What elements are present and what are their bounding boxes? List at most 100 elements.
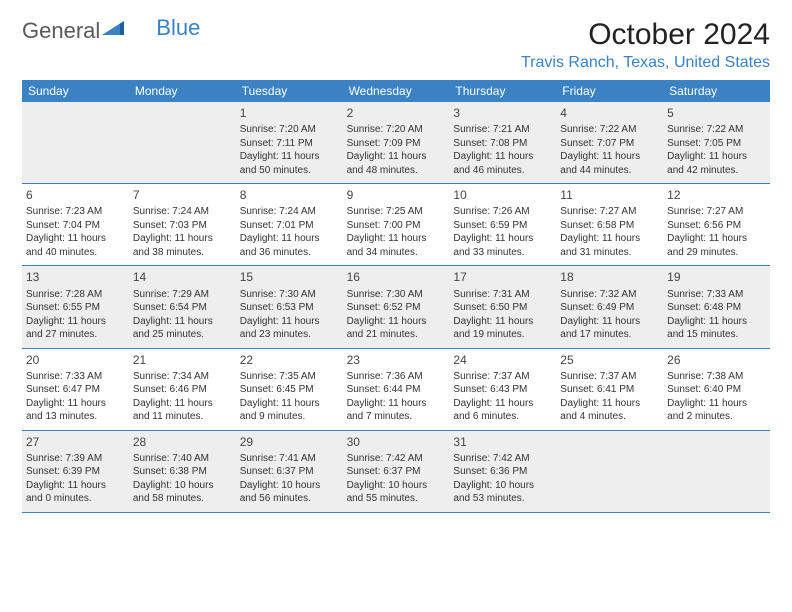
sunset-line: Sunset: 7:04 PM (26, 219, 125, 233)
day-cell: 30Sunrise: 7:42 AMSunset: 6:37 PMDayligh… (343, 431, 450, 512)
daylight-line: Daylight: 11 hours (347, 397, 446, 411)
daylight-line: and 42 minutes. (667, 164, 766, 178)
daylight-line: Daylight: 11 hours (667, 150, 766, 164)
daylight-line: and 33 minutes. (453, 246, 552, 260)
day-cell: 10 Sunrise: 7:26 AMSunset: 6:59 PMDayligh… (449, 184, 556, 265)
day-cell: 2Sunrise: 7:20 AMSunset: 7:09 PMDaylight… (343, 102, 450, 183)
daylight-line: Daylight: 11 hours (560, 315, 659, 329)
sunset-line: Sunset: 6:55 PM (26, 301, 125, 315)
day-number: 1 (240, 105, 339, 121)
day-number: 4 (560, 105, 659, 121)
daylight-line: Daylight: 11 hours (347, 150, 446, 164)
daylight-line: and 58 minutes. (133, 492, 232, 506)
day-cell: 17Sunrise: 7:31 AMSunset: 6:50 PMDayligh… (449, 266, 556, 347)
day-number: 22 (240, 352, 339, 368)
day-cell (129, 102, 236, 183)
daylight-line: and 31 minutes. (560, 246, 659, 260)
day-number: 20 (26, 352, 125, 368)
day-number: 26 (667, 352, 766, 368)
day-cell: 3Sunrise: 7:21 AMSunset: 7:08 PMDaylight… (449, 102, 556, 183)
daylight-line: and 11 minutes. (133, 410, 232, 424)
day-cell: 4Sunrise: 7:22 AMSunset: 7:07 PMDaylight… (556, 102, 663, 183)
day-cell: 31Sunrise: 7:42 AMSunset: 6:36 PMDayligh… (449, 431, 556, 512)
daylight-line: and 23 minutes. (240, 328, 339, 342)
sunset-line: Sunset: 6:41 PM (560, 383, 659, 397)
day-number: 2 (347, 105, 446, 121)
sunrise-line: Sunrise: 7:29 AM (133, 288, 232, 302)
daylight-line: Daylight: 10 hours (453, 479, 552, 493)
sunset-line: Sunset: 6:43 PM (453, 383, 552, 397)
logo-triangle-icon (102, 15, 124, 41)
daylight-line: Daylight: 11 hours (560, 232, 659, 246)
daylight-line: Daylight: 11 hours (347, 232, 446, 246)
sunrise-line: Sunrise: 7:37 AM (560, 370, 659, 384)
sunrise-line: Sunrise: 7:33 AM (667, 288, 766, 302)
daylight-line: Daylight: 11 hours (26, 232, 125, 246)
day-number: 10 (453, 187, 552, 203)
week-row: 1Sunrise: 7:20 AMSunset: 7:11 PMDaylight… (22, 102, 770, 184)
daylight-line: and 15 minutes. (667, 328, 766, 342)
daylight-line: and 13 minutes. (26, 410, 125, 424)
sunset-line: Sunset: 6:36 PM (453, 465, 552, 479)
day-number: 8 (240, 187, 339, 203)
sunrise-line: Sunrise: 7:24 AM (240, 205, 339, 219)
day-number: 9 (347, 187, 446, 203)
sunrise-line: Sunrise: 7:40 AM (133, 452, 232, 466)
daylight-line: Daylight: 11 hours (240, 150, 339, 164)
daylight-line: Daylight: 11 hours (453, 232, 552, 246)
sunrise-line: Sunrise: 7:22 AM (560, 123, 659, 137)
daylight-line: and 34 minutes. (347, 246, 446, 260)
daylight-line: Daylight: 10 hours (240, 479, 339, 493)
day-cell: 28Sunrise: 7:40 AMSunset: 6:38 PMDayligh… (129, 431, 236, 512)
day-number: 12 (667, 187, 766, 203)
sunrise-line: Sunrise: 7:21 AM (453, 123, 552, 137)
sunset-line: Sunset: 6:58 PM (560, 219, 659, 233)
sunset-line: Sunset: 6:50 PM (453, 301, 552, 315)
daylight-line: and 19 minutes. (453, 328, 552, 342)
day-cell: 1Sunrise: 7:20 AMSunset: 7:11 PMDaylight… (236, 102, 343, 183)
dayname-row: SundayMondayTuesdayWednesdayThursdayFrid… (22, 80, 770, 102)
sunrise-line: Sunrise: 7:34 AM (133, 370, 232, 384)
day-cell: 13Sunrise: 7:28 AMSunset: 6:55 PMDayligh… (22, 266, 129, 347)
day-number: 25 (560, 352, 659, 368)
day-number: 15 (240, 269, 339, 285)
daylight-line: and 29 minutes. (667, 246, 766, 260)
sunset-line: Sunset: 6:37 PM (347, 465, 446, 479)
sunrise-line: Sunrise: 7:31 AM (453, 288, 552, 302)
day-number: 24 (453, 352, 552, 368)
sunset-line: Sunset: 6:47 PM (26, 383, 125, 397)
sunrise-line: Sunrise: 7:23 AM (26, 205, 125, 219)
day-cell: 20Sunrise: 7:33 AMSunset: 6:47 PMDayligh… (22, 349, 129, 430)
sunrise-line: Sunrise: 7:24 AM (133, 205, 232, 219)
daylight-line: and 48 minutes. (347, 164, 446, 178)
sunset-line: Sunset: 6:44 PM (347, 383, 446, 397)
day-cell (22, 102, 129, 183)
day-number: 6 (26, 187, 125, 203)
sunset-line: Sunset: 6:39 PM (26, 465, 125, 479)
day-cell: 8Sunrise: 7:24 AMSunset: 7:01 PMDaylight… (236, 184, 343, 265)
day-number: 17 (453, 269, 552, 285)
calendar: SundayMondayTuesdayWednesdayThursdayFrid… (22, 80, 770, 513)
day-cell: 25Sunrise: 7:37 AMSunset: 6:41 PMDayligh… (556, 349, 663, 430)
day-number: 16 (347, 269, 446, 285)
daylight-line: and 40 minutes. (26, 246, 125, 260)
sunset-line: Sunset: 6:59 PM (453, 219, 552, 233)
sunset-line: Sunset: 7:05 PM (667, 137, 766, 151)
sunrise-line: Sunrise: 7:41 AM (240, 452, 339, 466)
sunrise-line: Sunrise: 7:20 AM (347, 123, 446, 137)
day-number: 14 (133, 269, 232, 285)
sunrise-line: Sunrise: 7:26 AM (453, 205, 552, 219)
day-cell: 24Sunrise: 7:37 AMSunset: 6:43 PMDayligh… (449, 349, 556, 430)
day-number: 18 (560, 269, 659, 285)
day-cell: 5Sunrise: 7:22 AMSunset: 7:05 PMDaylight… (663, 102, 770, 183)
week-row: 13Sunrise: 7:28 AMSunset: 6:55 PMDayligh… (22, 266, 770, 348)
day-cell (556, 431, 663, 512)
day-cell: 29Sunrise: 7:41 AMSunset: 6:37 PMDayligh… (236, 431, 343, 512)
day-number: 5 (667, 105, 766, 121)
month-title: October 2024 (521, 18, 770, 52)
daylight-line: Daylight: 11 hours (240, 315, 339, 329)
day-cell: 23Sunrise: 7:36 AMSunset: 6:44 PMDayligh… (343, 349, 450, 430)
week-row: 20Sunrise: 7:33 AMSunset: 6:47 PMDayligh… (22, 349, 770, 431)
sunrise-line: Sunrise: 7:27 AM (560, 205, 659, 219)
sunrise-line: Sunrise: 7:42 AM (347, 452, 446, 466)
